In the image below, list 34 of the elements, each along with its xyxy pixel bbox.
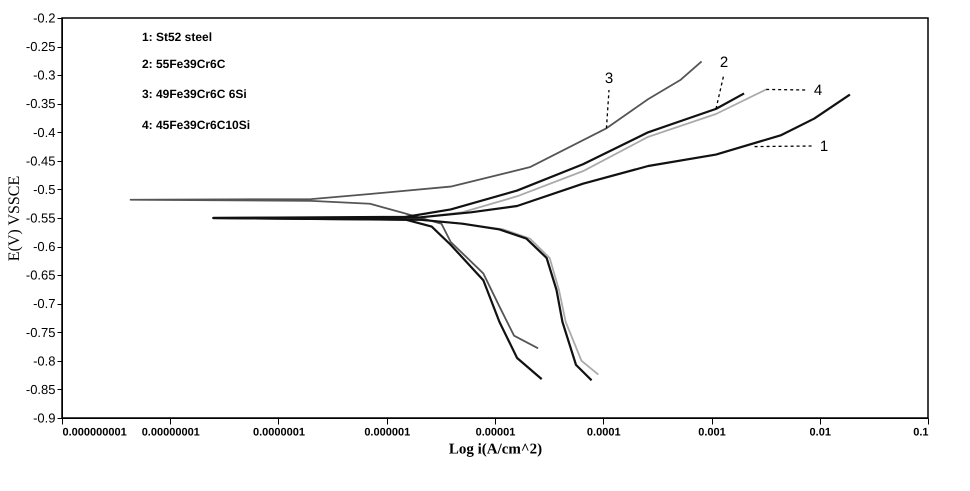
y-tick-label: -0.8 xyxy=(33,353,56,368)
y-tick-label: -0.35 xyxy=(26,96,56,112)
annotation: 3 xyxy=(604,70,614,87)
x-tick-label: 0.0001 xyxy=(586,426,621,438)
y-tick-label: -0.4 xyxy=(33,124,56,140)
x-tick-label: 0.000000001 xyxy=(62,426,127,438)
x-tick-label: 0.00001 xyxy=(476,426,516,438)
y-tick-label: -0.2 xyxy=(33,10,56,26)
y-tick-label: -0.65 xyxy=(26,268,56,283)
y-tick-label: -0.45 xyxy=(26,153,56,168)
y-tick-label: -0.55 xyxy=(26,210,56,226)
x-tick-label: 0.0000001 xyxy=(253,426,305,438)
y-tick-label: -0.5 xyxy=(33,182,56,197)
annotation: 3: 49Fe39Cr6C 6Si xyxy=(142,87,247,101)
annotation: 4 xyxy=(814,82,822,99)
y-tick-label: -0.85 xyxy=(26,382,56,397)
y-tick-label: -0.25 xyxy=(26,39,56,54)
y-tick-label: -0.3 xyxy=(33,68,56,83)
annotation: 2: 55Fe39Cr6C xyxy=(142,57,226,71)
x-axis-title: Log i(A/cm^2) xyxy=(448,442,542,458)
x-tick-label: 0.00000001 xyxy=(142,426,200,438)
y-tick-label: -0.7 xyxy=(33,296,56,312)
x-tick-label: 0.001 xyxy=(698,426,726,438)
y-axis-title: E(V) VSSCE xyxy=(6,176,23,262)
y-tick-label: -0.75 xyxy=(26,324,56,340)
annotation: 2 xyxy=(720,54,728,71)
annotation: 1 xyxy=(820,138,828,155)
annotation: 4: 45Fe39Cr6C10Si xyxy=(142,118,250,132)
x-tick-label: 0.1 xyxy=(913,426,928,438)
x-tick-label: 0.01 xyxy=(810,426,831,438)
y-tick-label: -0.9 xyxy=(33,410,56,426)
y-tick-label: -0.6 xyxy=(33,239,56,254)
annotation: 1: St52 steel xyxy=(142,30,212,44)
x-tick-label: 0.000001 xyxy=(364,426,410,438)
